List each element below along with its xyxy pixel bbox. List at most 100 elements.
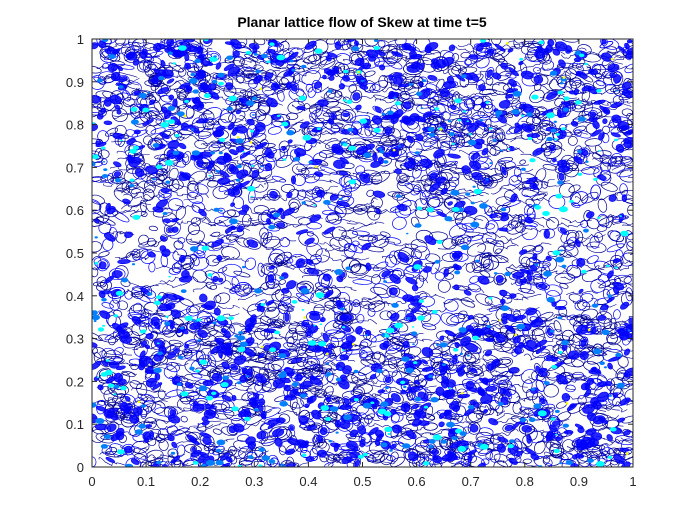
contour-peak bbox=[562, 423, 569, 428]
contour-peak bbox=[376, 368, 383, 374]
contour-peak bbox=[231, 406, 239, 412]
contour-blob bbox=[162, 218, 171, 224]
contour-line bbox=[532, 271, 542, 280]
contour-line bbox=[242, 213, 252, 228]
contour-peak bbox=[103, 434, 111, 440]
contour-line bbox=[198, 127, 214, 140]
contour-peak bbox=[560, 82, 564, 85]
contour-peak bbox=[301, 64, 307, 69]
contour-peak bbox=[459, 352, 464, 355]
contour-blob bbox=[435, 386, 445, 396]
contour-line bbox=[482, 258, 494, 272]
contour-line bbox=[521, 186, 540, 197]
contour-line bbox=[367, 300, 386, 312]
contour-peak bbox=[538, 40, 545, 45]
contour-line bbox=[139, 199, 147, 213]
contour-line bbox=[378, 75, 389, 88]
contour-line bbox=[97, 130, 110, 143]
contour-peak bbox=[365, 334, 369, 337]
contour-peak bbox=[157, 351, 163, 356]
contour-peak bbox=[276, 114, 281, 118]
contour-line bbox=[422, 323, 437, 331]
contour-line bbox=[298, 232, 319, 247]
contour-peak bbox=[537, 410, 547, 417]
contour-peak bbox=[121, 277, 129, 283]
contour-peak bbox=[488, 296, 493, 300]
contour-peak bbox=[627, 329, 631, 332]
contour-peak bbox=[245, 100, 255, 106]
contour-peak bbox=[97, 327, 105, 332]
contour-peak bbox=[208, 174, 212, 177]
contour-line bbox=[95, 90, 114, 99]
contour-line bbox=[559, 182, 575, 198]
contour-peak-high bbox=[357, 70, 360, 74]
contour-line bbox=[567, 136, 578, 146]
contour-line bbox=[523, 204, 535, 216]
contour-line bbox=[474, 253, 490, 269]
contour-peak bbox=[167, 119, 175, 124]
contour-peak bbox=[454, 270, 461, 275]
contour-line bbox=[286, 456, 295, 467]
contour-peak bbox=[174, 134, 180, 138]
contour-line bbox=[92, 103, 103, 118]
contour-line bbox=[199, 39, 213, 47]
contour-line bbox=[404, 243, 419, 249]
contour-blob bbox=[281, 287, 290, 294]
contour-line bbox=[556, 74, 571, 85]
contour-peak bbox=[205, 459, 215, 466]
contour-peak bbox=[282, 158, 287, 161]
contour-peak-high bbox=[565, 402, 569, 405]
contour-blob bbox=[619, 447, 630, 452]
contour-peak bbox=[507, 444, 514, 449]
contour-line bbox=[356, 314, 365, 324]
contour-line bbox=[451, 53, 460, 62]
contour-peak bbox=[565, 460, 573, 465]
contour-peak bbox=[428, 445, 434, 449]
contour-line bbox=[544, 284, 563, 297]
contour-peak bbox=[543, 270, 552, 277]
contour-line bbox=[589, 412, 609, 427]
contour-line bbox=[630, 169, 633, 173]
contour-peak bbox=[457, 118, 462, 122]
contour-line bbox=[421, 313, 441, 327]
contour-line bbox=[107, 173, 115, 184]
contour-peak bbox=[395, 194, 402, 198]
contour-peak bbox=[229, 218, 238, 225]
contour-peak bbox=[357, 454, 364, 459]
contour-line bbox=[341, 230, 359, 239]
contour-line bbox=[161, 177, 174, 188]
contour-line bbox=[260, 232, 269, 246]
contour-peak bbox=[509, 439, 515, 443]
contour-peak bbox=[152, 143, 160, 148]
contour-line bbox=[623, 275, 633, 285]
contour-line bbox=[479, 88, 497, 95]
contour-peak bbox=[107, 383, 115, 388]
contour-line bbox=[92, 267, 99, 278]
contour-line bbox=[172, 346, 181, 355]
contour-peak bbox=[134, 429, 143, 435]
contour-line bbox=[388, 391, 404, 405]
contour-peak bbox=[320, 405, 330, 411]
contour-line bbox=[92, 200, 101, 215]
contour-line bbox=[605, 214, 614, 229]
contour-peak bbox=[197, 339, 202, 342]
contour-blob bbox=[408, 158, 416, 165]
contour-line bbox=[306, 242, 323, 257]
contour-peak-high bbox=[498, 319, 502, 322]
contour-peak bbox=[519, 417, 527, 422]
contour-peak bbox=[561, 264, 567, 268]
contour-peak bbox=[606, 264, 610, 268]
contour-peak bbox=[342, 349, 345, 352]
contour-peak bbox=[470, 201, 475, 205]
contour-peak bbox=[493, 272, 498, 275]
contour-line bbox=[410, 239, 428, 253]
contour-line bbox=[559, 283, 569, 289]
contour-line bbox=[384, 57, 403, 70]
contour-line bbox=[373, 283, 392, 299]
contour-blob bbox=[484, 337, 496, 342]
contour-blob bbox=[92, 95, 102, 104]
contour-peak bbox=[164, 321, 171, 326]
contour-peak bbox=[269, 42, 275, 46]
contour-peak bbox=[308, 340, 317, 346]
